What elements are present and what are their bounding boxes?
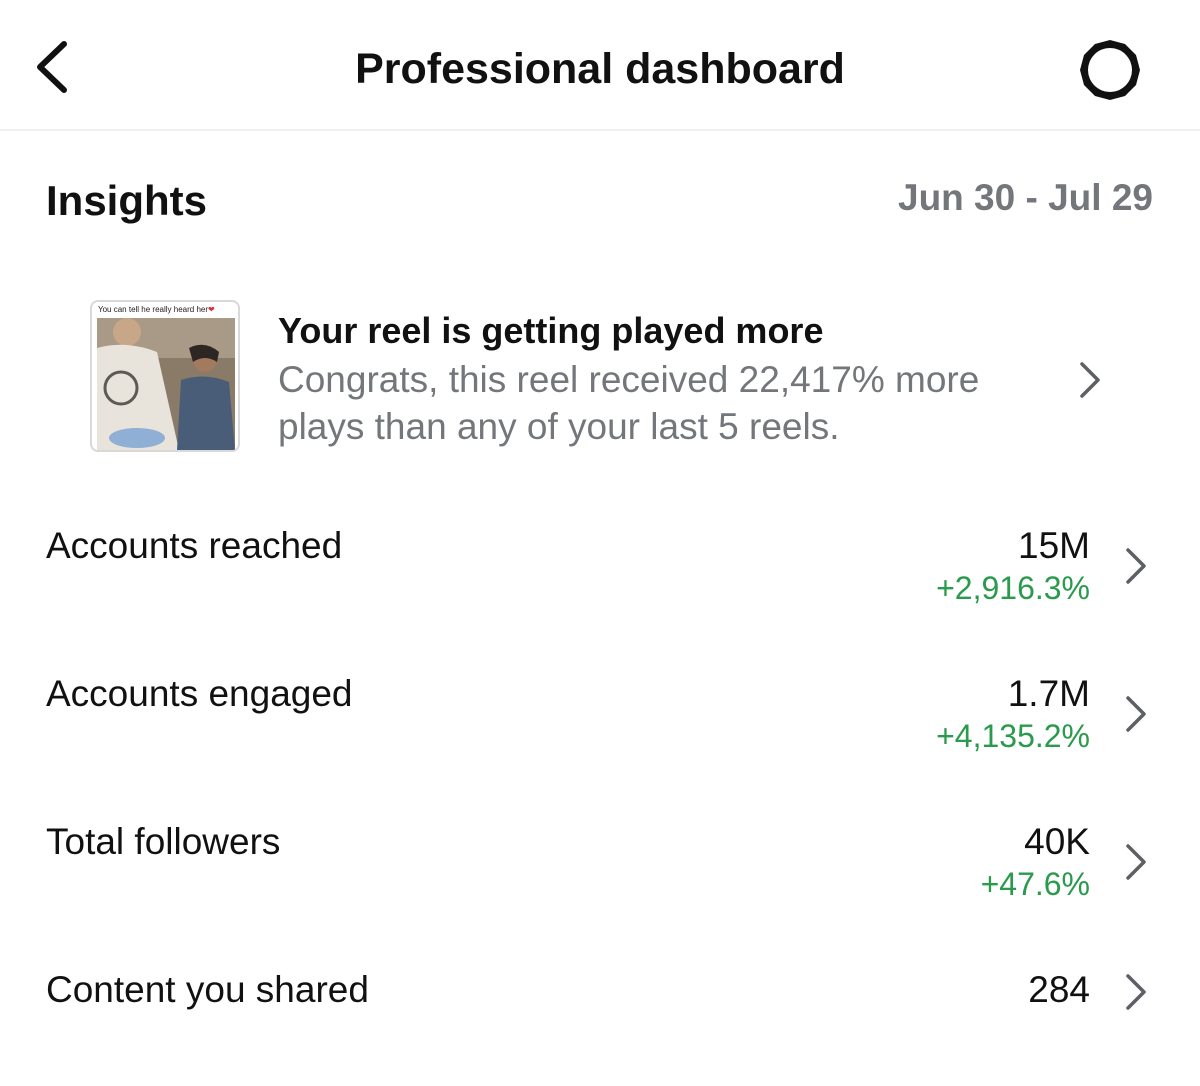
metric-change: +2,916.3% [936, 570, 1090, 606]
thumbnail-caption: You can tell he really heard her❤ [98, 305, 215, 314]
chevron-right-icon [1126, 974, 1146, 1010]
metric-value: 1.7M [1007, 673, 1090, 714]
thumbnail-scene [97, 318, 235, 450]
reel-card-description: Congrats, this reel received 22,417% mor… [278, 359, 980, 447]
metric-value: 40K [1024, 821, 1090, 862]
page-title: Professional dashboard [355, 45, 845, 93]
chevron-left-icon [37, 41, 67, 93]
thumbnail-photo [97, 318, 235, 450]
metric-label: Accounts engaged [46, 673, 353, 714]
metric-label: Total followers [46, 821, 281, 862]
top-nav-bar: Professional dashboard [0, 0, 1200, 131]
metric-change: +4,135.2% [936, 718, 1090, 754]
insights-heading: Insights [46, 177, 208, 224]
reel-card-title: Your reel is getting played more [278, 310, 824, 351]
metric-change: +47.6% [980, 866, 1090, 902]
metric-row-accounts-reached[interactable]: Accounts reached 15M +2,916.3% [0, 522, 1200, 632]
chevron-right-icon [1126, 548, 1146, 584]
chevron-right-icon [1080, 362, 1100, 398]
date-range-selector[interactable]: Jun 30 - Jul 29 [898, 177, 1153, 218]
metric-label: Accounts reached [46, 525, 343, 566]
metric-row-total-followers[interactable]: Total followers 40K +47.6% [0, 818, 1200, 928]
back-button[interactable] [26, 34, 86, 98]
gear-icon [1080, 40, 1140, 100]
heart-icon: ❤ [208, 305, 215, 314]
chevron-right-icon [1126, 844, 1146, 880]
reel-thumbnail: You can tell he really heard her❤ [90, 300, 240, 452]
settings-button[interactable] [1074, 34, 1146, 106]
metric-value: 15M [1018, 525, 1090, 566]
metric-value: 284 [1028, 969, 1090, 1010]
metric-row-content-you-shared[interactable]: Content you shared 284 [0, 966, 1200, 1076]
metric-row-accounts-engaged[interactable]: Accounts engaged 1.7M +4,135.2% [0, 670, 1200, 780]
chevron-right-icon [1126, 696, 1146, 732]
reel-highlight-card[interactable]: You can tell he really heard her❤ Your r… [0, 290, 1200, 470]
metric-label: Content you shared [46, 969, 369, 1010]
